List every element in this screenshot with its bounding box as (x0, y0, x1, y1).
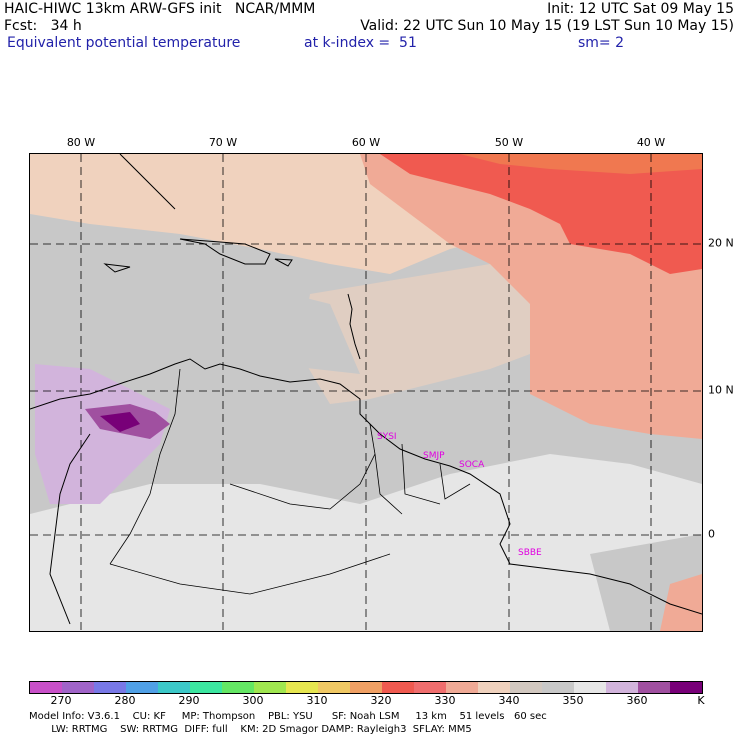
colorbar (29, 681, 703, 694)
lon-label-60w: 60 W (351, 136, 381, 149)
field-region-345k-b (300, 259, 530, 404)
colorbar-swatch (542, 682, 574, 693)
lat-lon-grid (30, 154, 702, 631)
model-info-line2: LW: RRTMG SW: RRTMG DIFF: full KM: 2D Sm… (29, 724, 472, 735)
station-sbbe: SBBE (518, 548, 542, 558)
coast-jamaica (103, 263, 131, 273)
border-french-guiana (439, 463, 471, 500)
colorbar-swatch (606, 682, 638, 693)
coast-hispaniola (179, 238, 271, 265)
coastlines (30, 154, 702, 625)
level-index: at k-index = 51 (304, 35, 417, 51)
country-borders (109, 368, 471, 595)
station-smjp: SMJP (423, 451, 445, 461)
field-name: Equivalent potential temperature (7, 35, 241, 51)
init-time: Init: 12 UTC Sat 09 May 15 (547, 1, 734, 17)
lat-label-10n: 10 N (708, 383, 734, 397)
map-panel (29, 153, 703, 632)
station-sysi: SYSI (377, 432, 397, 442)
lat-label-20n: 20 N (708, 236, 734, 250)
colorbar-swatch (254, 682, 286, 693)
border-venezuela-brazil (229, 423, 376, 510)
colorbar-label-290: 290 (178, 694, 200, 707)
border-guyana (374, 453, 403, 515)
colorbar-swatch (62, 682, 94, 693)
forecast-hour: Fcst: 34 h (4, 18, 82, 34)
colorbar-swatch (574, 682, 606, 693)
colorbar-swatch (670, 682, 702, 693)
coast-south-america-north (30, 358, 702, 615)
border-brazil-north (109, 553, 391, 595)
coast-pacific-colombia (49, 433, 91, 625)
lat-label-0: 0 (708, 527, 715, 541)
colorbar-label-280: 280 (114, 694, 136, 707)
colorbar-swatch (478, 682, 510, 693)
field-region-375k (100, 412, 140, 432)
border-colombia-venezuela (109, 368, 181, 565)
field-region-340k-se (660, 574, 702, 631)
coast-puerto-rico (274, 258, 293, 267)
colorbar-swatch (190, 682, 222, 693)
colorbar-swatch (446, 682, 478, 693)
colorbar-swatch (382, 682, 414, 693)
field-region-355k (30, 274, 360, 374)
lon-label-80w: 80 W (66, 136, 96, 149)
coast-cuba (119, 154, 176, 210)
colorbar-label-320: 320 (370, 694, 392, 707)
lon-label-40w: 40 W (636, 136, 666, 149)
colorbar-label-270: 270 (50, 694, 72, 707)
colorbar-unit: K (697, 694, 705, 707)
colorbar-swatch (158, 682, 190, 693)
colorbar-label-330: 330 (434, 694, 456, 707)
colorbar-swatch (638, 682, 670, 693)
valid-time: Valid: 22 UTC Sun 10 May 15 (19 LST Sun … (360, 18, 734, 34)
colorbar-swatch (30, 682, 62, 693)
colorbar-swatch (510, 682, 542, 693)
colorbar-swatch (318, 682, 350, 693)
colorbar-swatch (222, 682, 254, 693)
coast-lesser-antilles (347, 293, 361, 360)
colorbar-label-350: 350 (562, 694, 584, 707)
colorbar-label-310: 310 (306, 694, 328, 707)
plot-title: HAIC-HIWC 13km ARW-GFS init NCAR/MMM (4, 1, 316, 17)
station-soca: SOCA (459, 460, 485, 470)
smoothing: sm= 2 (578, 35, 625, 51)
colorbar-label-340: 340 (498, 694, 520, 707)
border-suriname (401, 443, 441, 505)
lon-label-70w: 70 W (208, 136, 238, 149)
field-region-325k (460, 154, 702, 174)
lon-label-50w: 50 W (494, 136, 524, 149)
colorbar-swatch (350, 682, 382, 693)
colorbar-label-300: 300 (242, 694, 264, 707)
colorbar-swatch (286, 682, 318, 693)
colorbar-label-360: 360 (626, 694, 648, 707)
colorbar-swatch (414, 682, 446, 693)
model-info-line1: Model Info: V3.6.1 CU: KF MP: Thompson P… (29, 711, 547, 722)
colorbar-swatch (126, 682, 158, 693)
colorbar-swatch (94, 682, 126, 693)
theta-e-field-map (30, 154, 702, 631)
